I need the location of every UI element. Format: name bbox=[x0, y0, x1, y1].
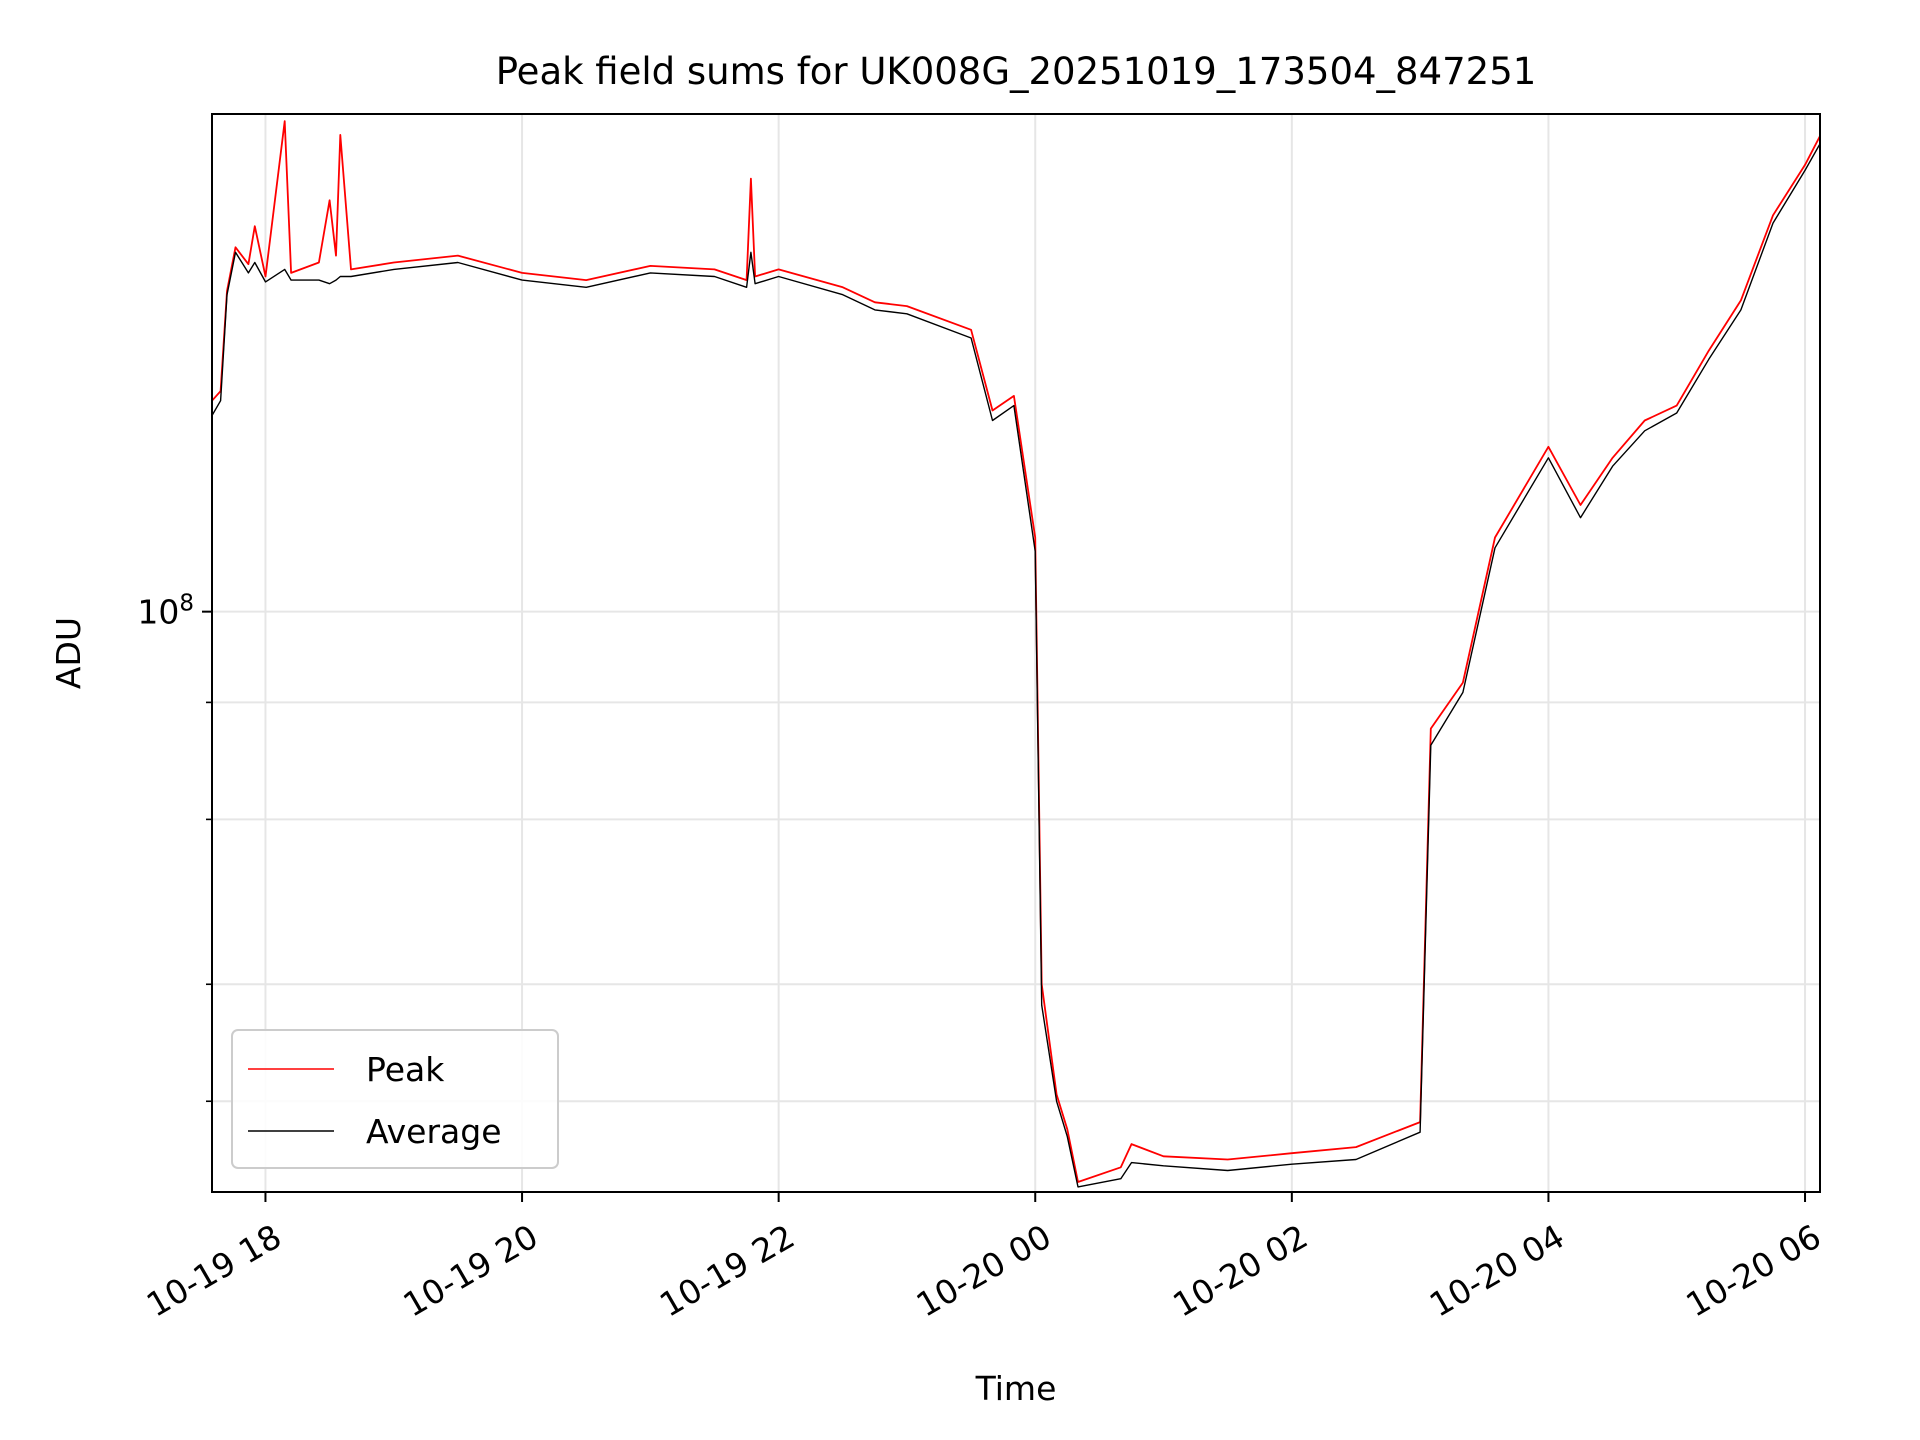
legend-average-label: Average bbox=[366, 1112, 502, 1151]
series-line-peak bbox=[212, 120, 1820, 1183]
legend-box bbox=[231, 1029, 559, 1169]
x-axis-label: Time bbox=[975, 1369, 1057, 1408]
y-tick-label-exponent: 8 bbox=[179, 591, 194, 617]
legend: Peak Average bbox=[231, 1029, 559, 1169]
plot-frame bbox=[211, 113, 1821, 1193]
series-layer bbox=[212, 120, 1820, 1188]
chart-title: Peak field sums for UK008G_20251019_1735… bbox=[496, 50, 1537, 93]
y-tick-label-base: 10 bbox=[137, 593, 179, 632]
legend-peak-label: Peak bbox=[366, 1050, 445, 1089]
y-axis: 108 bbox=[137, 591, 212, 1103]
y-tick-label: 108 bbox=[137, 591, 194, 632]
y-axis-label: ADU bbox=[49, 617, 88, 689]
series-line-average bbox=[212, 143, 1820, 1188]
